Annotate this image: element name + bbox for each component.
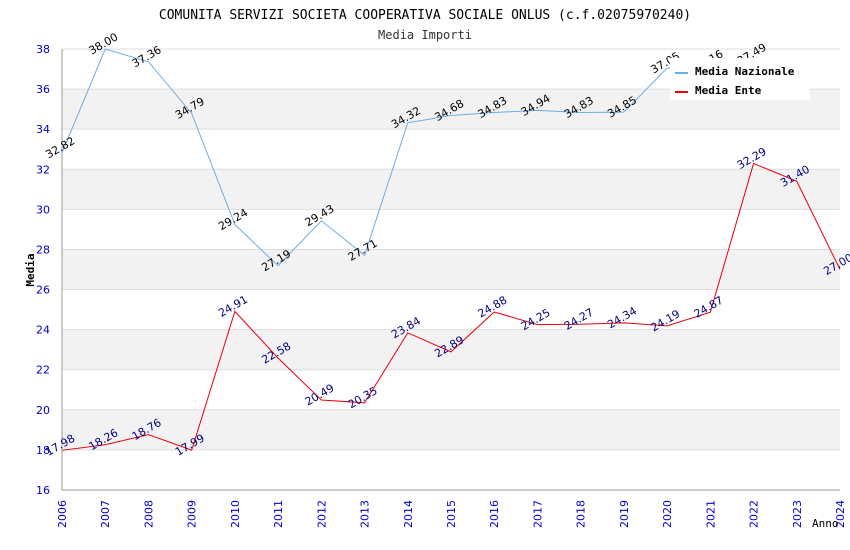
legend-label-ente: Media Ente <box>695 84 762 97</box>
data-label: 37.36 <box>130 43 164 70</box>
y-tick-label: 38 <box>36 43 50 56</box>
data-label: 24.27 <box>562 306 596 333</box>
x-tick-label: 2008 <box>142 500 155 528</box>
grid-band <box>62 249 840 290</box>
series-lines <box>61 48 841 451</box>
x-tick-label: 2023 <box>791 500 804 528</box>
series-line-0 <box>61 48 754 267</box>
data-label: 20.35 <box>346 384 380 411</box>
x-tick-label: 2017 <box>531 500 544 528</box>
y-axis-label: Media <box>24 253 37 286</box>
y-tick-label: 28 <box>36 243 50 256</box>
series-line-1 <box>61 162 841 451</box>
chart-title: COMUNITA SERVIZI SOCIETA COOPERATIVA SOC… <box>159 8 691 23</box>
grid-band <box>62 169 840 210</box>
legend-label-nazionale: Media Nazionale <box>695 65 795 78</box>
x-tick-label: 2006 <box>56 500 69 528</box>
x-tick-label: 2021 <box>704 500 717 528</box>
legend: Media Nazionale Media Ente <box>670 58 810 100</box>
x-tick-label: 2013 <box>359 500 372 528</box>
y-tick-label: 30 <box>36 203 50 216</box>
x-tick-label: 2011 <box>272 500 285 528</box>
data-label: 20.49 <box>303 381 337 408</box>
y-tick-label: 24 <box>36 324 50 337</box>
x-tick-label: 2020 <box>661 500 674 528</box>
x-tick-label: 2007 <box>99 500 112 528</box>
x-tick-label: 2024 <box>834 500 847 528</box>
legend-box <box>670 58 810 100</box>
x-axis-label: Anno <box>812 517 839 530</box>
data-label: 29.24 <box>216 206 250 233</box>
x-tick-label: 2016 <box>488 500 501 528</box>
x-tick-label: 2010 <box>229 500 242 528</box>
y-tick-label: 34 <box>36 123 50 136</box>
y-tick-label: 16 <box>36 484 50 497</box>
y-tick-label: 20 <box>36 404 50 417</box>
y-tick-label: 26 <box>36 284 50 297</box>
x-tick-labels: 2006 2007 2008 2009 2010 2011 2012 2013 2014 2015… <box>56 500 847 528</box>
y-tick-label: 18 <box>36 444 50 457</box>
axes <box>61 49 840 491</box>
y-tick-labels: 16 18 20 22 24 26 28 30 32 34 36 38 <box>36 43 50 497</box>
x-tick-label: 2009 <box>186 500 199 528</box>
y-tick-label: 22 <box>36 364 50 377</box>
data-label: 24.34 <box>605 304 639 331</box>
grid-band <box>62 409 840 450</box>
x-tick-label: 2018 <box>575 500 588 528</box>
y-tick-label: 32 <box>36 163 50 176</box>
data-label: 24.88 <box>476 293 510 320</box>
grid-band <box>62 329 840 370</box>
data-label: 24.87 <box>692 294 726 321</box>
plot-background-bands <box>62 89 840 450</box>
x-tick-label: 2014 <box>402 500 415 528</box>
x-tick-label: 2019 <box>618 500 631 528</box>
data-label: 24.25 <box>519 306 553 333</box>
data-label: 32.82 <box>43 134 77 161</box>
chart-subtitle: Media Importi <box>378 28 472 42</box>
y-tick-label: 36 <box>36 83 50 96</box>
x-tick-label: 2012 <box>315 500 328 528</box>
x-tick-label: 2015 <box>445 500 458 528</box>
x-tick-label: 2022 <box>748 500 761 528</box>
data-label: 17.98 <box>43 432 77 459</box>
